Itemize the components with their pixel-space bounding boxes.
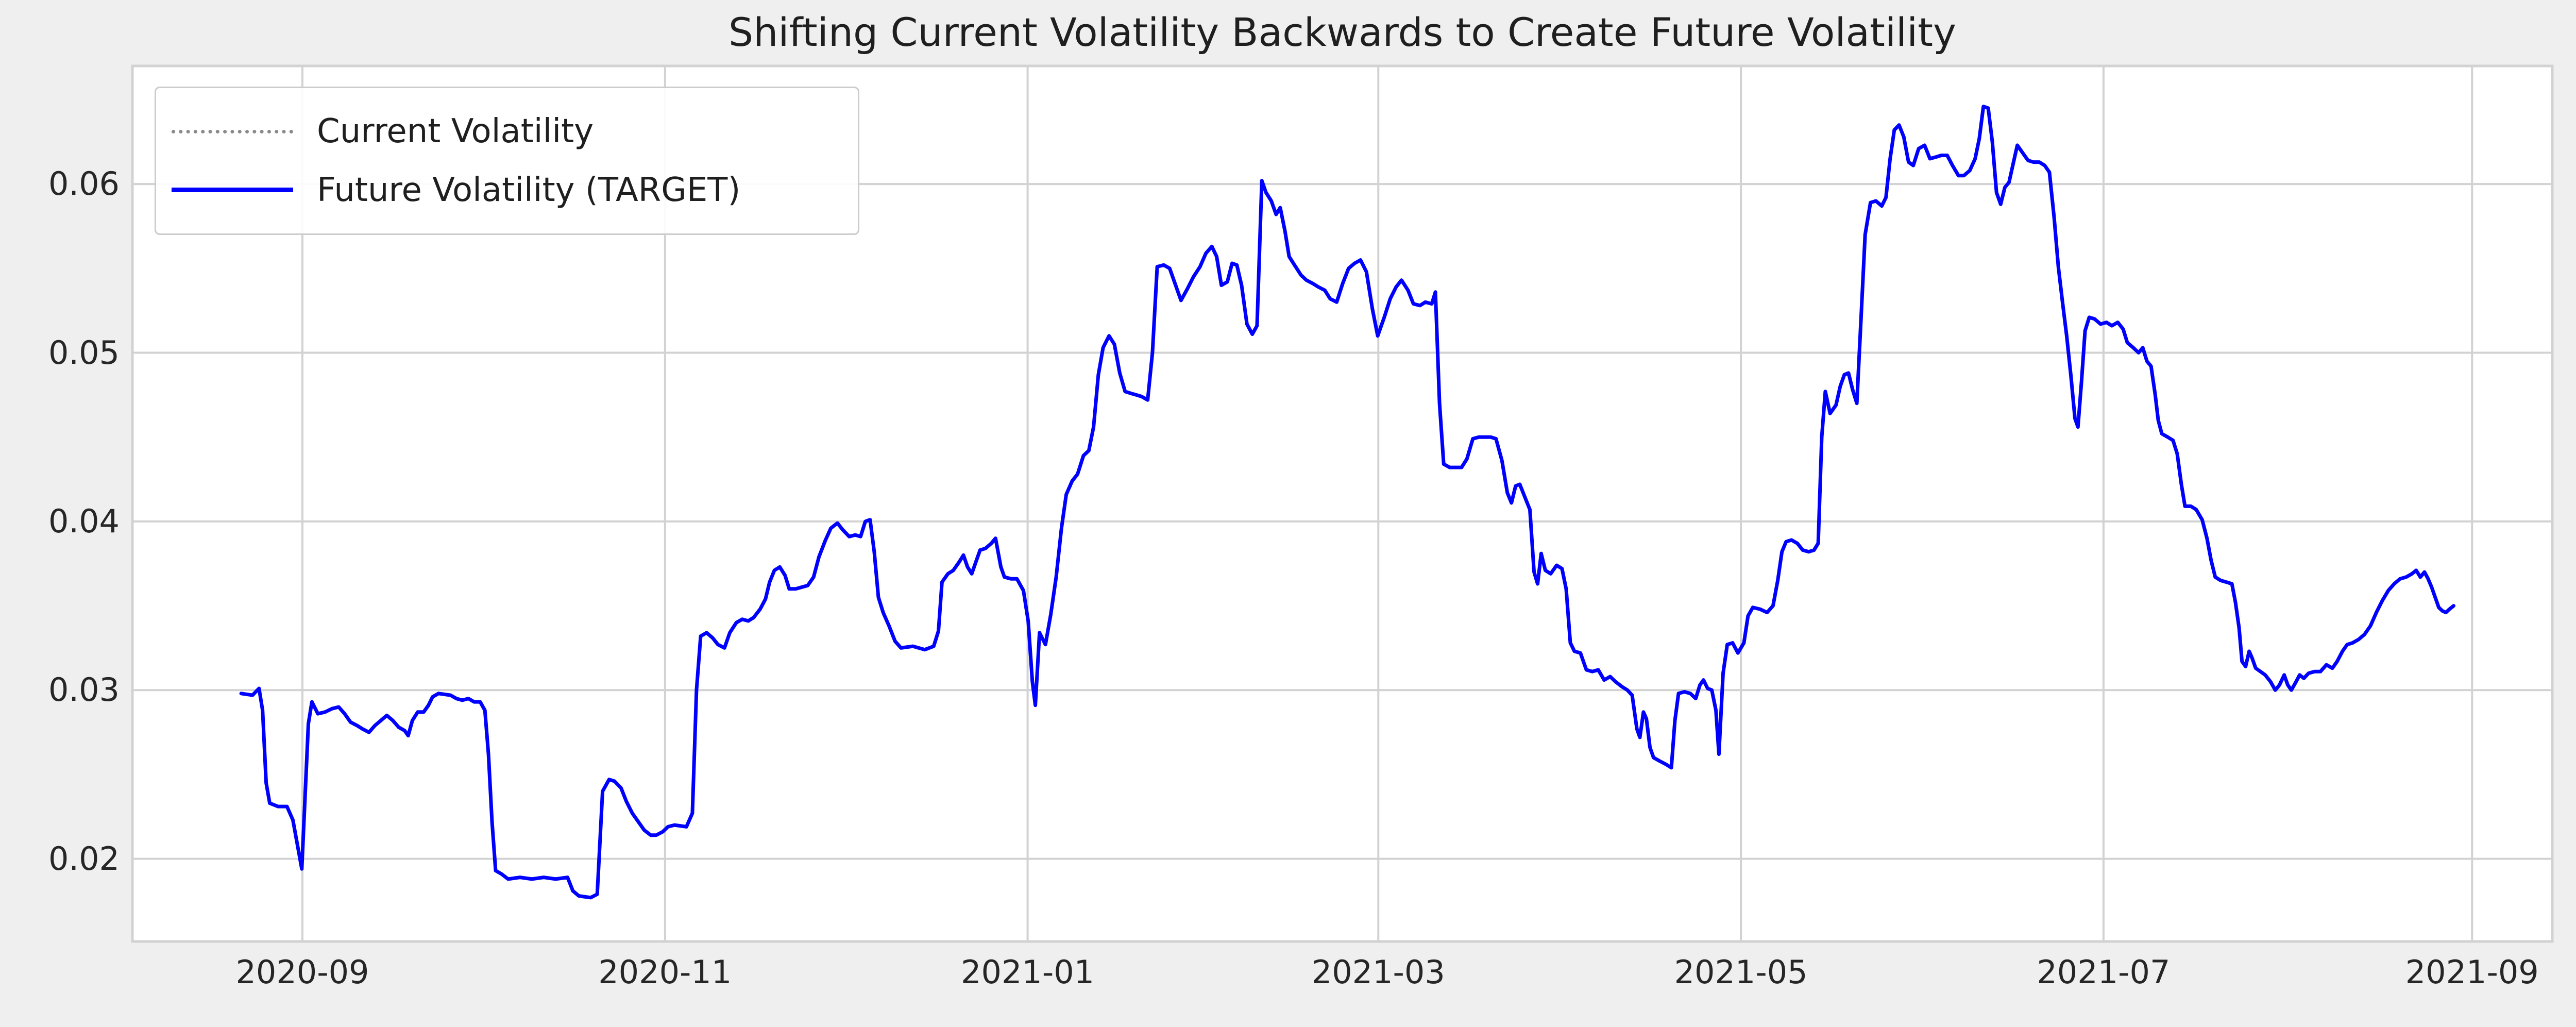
chart-title: Shifting Current Volatility Backwards to…: [728, 9, 1957, 55]
legend: Current Volatility Future Volatility (TA…: [155, 87, 859, 235]
y-tick-label-0.02: 0.02: [48, 839, 120, 878]
y-tick-label-0.04: 0.04: [48, 502, 120, 540]
x-tick-label-2020-09: 2020-09: [235, 953, 369, 991]
legend-item-future-volatility: Future Volatility (TARGET): [172, 171, 842, 209]
y-tick-label-0.03: 0.03: [48, 671, 120, 709]
x-tick-label-2021-07: 2021-07: [2037, 953, 2171, 991]
x-tick-label-2021-01: 2021-01: [961, 953, 1095, 991]
x-tick-label-2021-03: 2021-03: [1311, 953, 1445, 991]
x-tick-label-2020-11: 2020-11: [598, 953, 732, 991]
legend-label-future-volatility: Future Volatility (TARGET): [317, 171, 741, 209]
legend-label-current-volatility: Current Volatility: [317, 112, 594, 151]
x-tick-label-2021-05: 2021-05: [1674, 953, 1808, 991]
solid-line-swatch-icon: [172, 188, 293, 193]
y-tick-label-0.05: 0.05: [48, 333, 120, 372]
dotted-line-swatch-icon: [172, 129, 293, 133]
y-tick-label-0.06: 0.06: [48, 165, 120, 203]
x-tick-label-2021-09: 2021-09: [2405, 953, 2539, 991]
legend-item-current-volatility: Current Volatility: [172, 112, 842, 150]
